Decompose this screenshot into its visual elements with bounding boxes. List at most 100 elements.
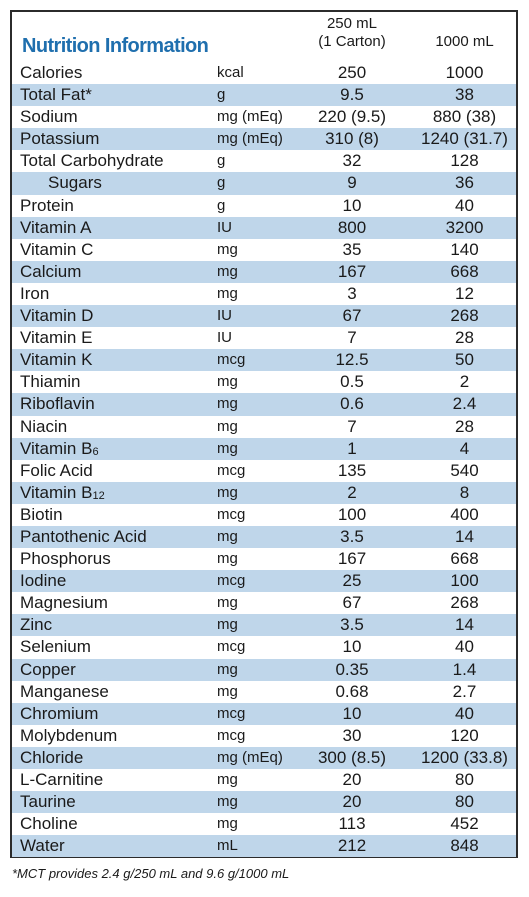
- nutrient-unit: mg (mEq): [217, 748, 283, 766]
- nutrient-name: Vitamin D: [20, 306, 93, 326]
- nutrient-name-text: Biotin: [20, 504, 63, 524]
- nutrient-name: Pantothenic Acid: [20, 527, 147, 547]
- nutrient-name: Riboflavin: [20, 394, 95, 414]
- table-row: Niacin mg 7 28: [12, 416, 516, 438]
- value-1000ml: 36: [455, 173, 474, 193]
- nutrient-unit: mcg: [217, 726, 246, 744]
- nutrient-name-text: Water: [20, 836, 65, 856]
- nutrient-name-text: Folic Acid: [20, 460, 93, 480]
- nutrient-unit: mcg: [217, 638, 246, 656]
- nutrient-name: Vitamin B12: [20, 483, 105, 505]
- table-row: Copper mg 0.35 1.4: [12, 658, 516, 681]
- nutrient-name-text: Vitamin E: [20, 328, 93, 348]
- nutrient-name-text: L-Carnitine: [20, 770, 104, 789]
- table-row: Molybdenum mcg 30 120: [12, 725, 516, 747]
- value-1000ml: 14: [455, 615, 474, 635]
- nutrient-name-text: Sugars: [48, 173, 102, 193]
- nutrition-panel: Nutrition Information 250 mL (1 Carton) …: [10, 10, 518, 858]
- nutrient-name-text: Thiamin: [20, 372, 81, 392]
- table-row: Vitamin K mcg 12.5 50: [12, 349, 516, 372]
- nutrient-unit: mg: [217, 483, 238, 501]
- nutrient-unit: IU: [217, 329, 232, 347]
- nutrient-name-text: Iodine: [20, 571, 67, 591]
- nutrient-name-text: Potassium: [20, 129, 100, 149]
- nutrient-unit: mcg: [217, 505, 246, 523]
- column-header-1000ml: 1000 mL: [435, 33, 494, 50]
- value-250ml: 220 (9.5): [317, 107, 387, 127]
- value-1000ml: 140: [450, 239, 479, 259]
- table-row: L-Carnitine mg 20 80: [12, 769, 516, 791]
- nutrient-name-text: Manganese: [20, 681, 109, 701]
- nutrient-name: Vitamin C: [20, 240, 93, 260]
- nutrient-name: Protein: [20, 196, 74, 216]
- value-1000ml: 2: [459, 372, 470, 392]
- footnote: *MCT provides 2.4 g/250 mL and 9.6 g/100…: [12, 866, 290, 881]
- nutrient-name: Potassium: [20, 129, 99, 149]
- nutrient-unit: mcg: [217, 704, 246, 722]
- nutrient-name: Iron: [20, 284, 49, 304]
- value-1000ml: 880 (38): [432, 107, 497, 127]
- value-1000ml: 1000: [445, 63, 484, 82]
- nutrient-name: Taurine: [20, 792, 76, 812]
- nutrient-name: Niacin: [20, 417, 67, 437]
- nutrient-unit: mcg: [217, 572, 246, 590]
- nutrient-name-text: Pantothenic Acid: [20, 526, 147, 546]
- value-250ml: 25: [342, 571, 362, 591]
- nutrient-name-subscript: 6: [92, 445, 99, 458]
- value-1000ml: 40: [455, 703, 474, 723]
- value-1000ml: 848: [450, 836, 479, 856]
- value-250ml: 300 (8.5): [317, 747, 387, 767]
- nutrient-unit: mg: [217, 284, 238, 302]
- nutrient-name-text: Iron: [20, 283, 50, 303]
- value-1000ml: 4: [459, 438, 470, 458]
- value-1000ml: 100: [450, 571, 479, 591]
- value-250ml: 100: [337, 504, 367, 524]
- nutrient-name-text: Total Fat*: [20, 85, 92, 105]
- table-row: Vitamin D IU 67 268: [12, 305, 516, 328]
- table-row: Taurine mg 20 80: [12, 791, 516, 814]
- nutrient-name-text: Niacin: [20, 416, 68, 436]
- table-row: Selenium mcg 10 40: [12, 636, 516, 658]
- value-250ml: 212: [337, 836, 367, 856]
- nutrient-name: Molybdenum: [20, 726, 117, 746]
- nutrient-name: Vitamin E: [20, 328, 92, 348]
- nutrient-name: Zinc: [20, 615, 52, 635]
- value-250ml: 67: [342, 593, 362, 613]
- value-1000ml: 540: [450, 460, 479, 480]
- nutrient-name-subscript: 12: [92, 489, 105, 502]
- nutrient-unit: mg: [217, 527, 238, 545]
- nutrient-unit: mL: [217, 837, 238, 855]
- nutrient-name-text: Total Carbohydrate: [20, 151, 164, 171]
- nutrient-name-text: Magnesium: [20, 593, 108, 613]
- value-1000ml: 452: [450, 814, 479, 834]
- column-header-250ml-line1: 250 mL: [326, 15, 378, 32]
- table-row: Vitamin A IU 800 3200: [12, 216, 516, 239]
- value-250ml: 9: [347, 173, 357, 193]
- nutrient-name-text: Copper: [20, 659, 76, 679]
- nutrient-name-text: Chloride: [20, 747, 84, 767]
- value-250ml: 67: [342, 306, 362, 326]
- table-row: Total Fat* g 9.5 38: [12, 84, 516, 107]
- value-250ml: 10: [342, 703, 362, 723]
- nutrient-name: Copper: [20, 660, 76, 680]
- nutrient-name: Choline: [20, 814, 78, 834]
- nutrient-unit: mcg: [217, 351, 246, 369]
- table-header: Nutrition Information 250 mL (1 Carton) …: [12, 12, 516, 62]
- table-row: Calcium mg 167 668: [12, 260, 516, 283]
- nutrient-name: Phosphorus: [20, 549, 111, 569]
- value-250ml: 20: [342, 770, 362, 789]
- table-row: Manganese mg 0.68 2.7: [12, 681, 516, 703]
- value-1000ml: 1200 (33.8): [421, 747, 508, 767]
- nutrient-unit: mg: [217, 616, 238, 634]
- page-title: Nutrition Information: [22, 35, 209, 57]
- value-250ml: 113: [338, 814, 366, 834]
- table-row: Water mL 212 848: [12, 835, 516, 858]
- value-1000ml: 1.4: [452, 659, 477, 679]
- nutrient-unit: mg: [217, 550, 238, 568]
- value-250ml: 2: [347, 482, 357, 502]
- value-250ml: 0.6: [340, 394, 364, 414]
- nutrient-name: Biotin: [20, 505, 63, 525]
- nutrient-unit: IU: [217, 307, 232, 325]
- nutrient-name-text: Protein: [20, 195, 74, 215]
- table-row: Iron mg 3 12: [12, 283, 516, 305]
